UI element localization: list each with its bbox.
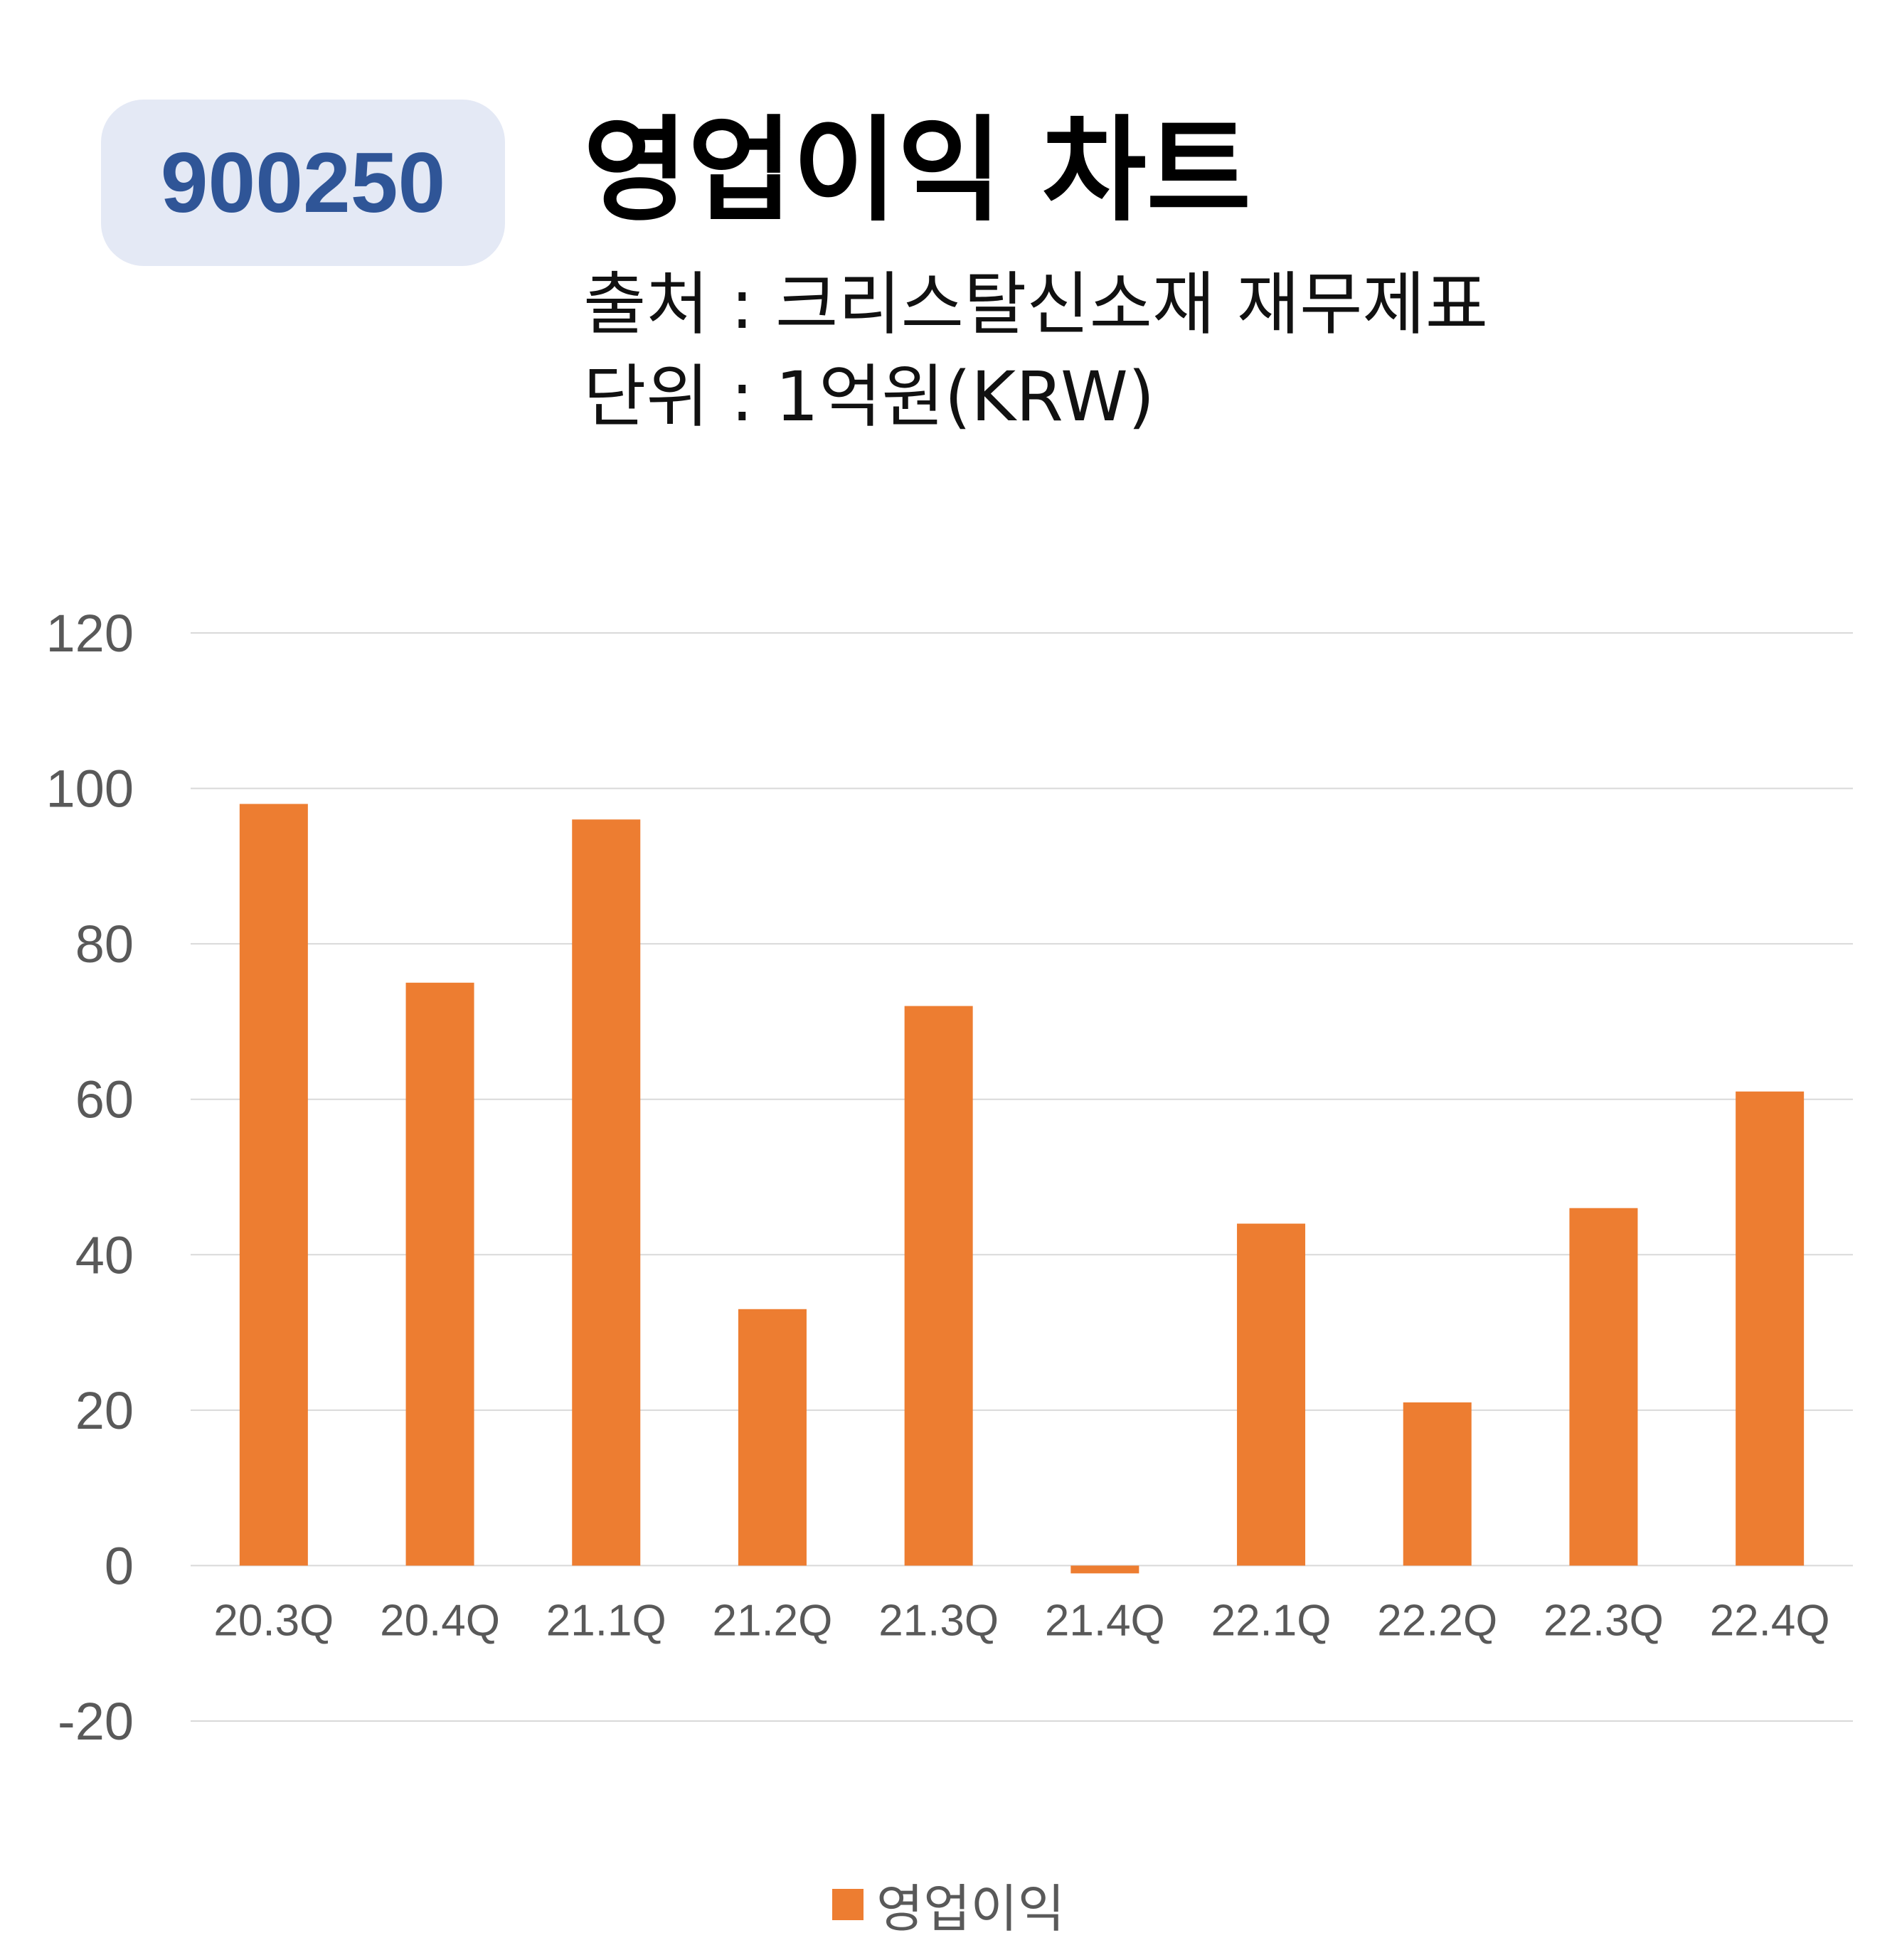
x-category-label: 22.3Q — [1543, 1596, 1664, 1645]
unit-note: 단위 : 1억원(KRW) — [583, 357, 1155, 437]
bar-21.2Q — [738, 1309, 807, 1566]
chart-title: 영업이익 차트 — [583, 104, 1251, 237]
x-category-label: 22.4Q — [1710, 1596, 1830, 1645]
x-category-label: 20.3Q — [213, 1596, 334, 1645]
y-tick-label: 60 — [75, 1070, 134, 1129]
x-axis-categories: 20.3Q 20.4Q 21.1Q 21.2Q 21.3Q 21.4Q 22.1Q 22.2Q… — [213, 1596, 1829, 1645]
bar-22.1Q — [1237, 1223, 1306, 1566]
bar-22.2Q — [1403, 1402, 1472, 1566]
bar-20.3Q — [239, 804, 308, 1566]
y-tick-label: 20 — [75, 1381, 134, 1440]
source-note: 출처 : 크리스탈신소재 재무제표 — [583, 265, 1489, 344]
ticker-badge: 900250 — [101, 100, 505, 266]
x-category-label: 21.2Q — [712, 1596, 832, 1645]
y-tick-label: 0 — [105, 1536, 134, 1595]
x-category-label: 21.1Q — [546, 1596, 666, 1645]
legend: 영업이익 — [0, 1867, 1897, 1942]
x-category-label: 20.4Q — [380, 1596, 500, 1645]
x-category-label: 22.1Q — [1211, 1596, 1332, 1645]
y-tick-label: 100 — [46, 760, 134, 819]
y-tick-label: 80 — [75, 915, 134, 974]
bar-21.4Q — [1070, 1565, 1139, 1574]
bar-22.3Q — [1569, 1208, 1638, 1566]
y-tick-label: -20 — [58, 1692, 134, 1751]
legend-label: 영업이익 — [876, 1879, 1065, 1939]
x-category-label: 22.2Q — [1377, 1596, 1497, 1645]
bar-21.1Q — [572, 819, 641, 1566]
bar-22.4Q — [1736, 1091, 1805, 1566]
y-axis-ticks: 120 100 80 60 40 20 0 -20 — [46, 604, 134, 1751]
x-category-label: 21.3Q — [878, 1596, 999, 1645]
legend-swatch — [832, 1888, 864, 1920]
bar-20.4Q — [405, 982, 474, 1566]
y-tick-label: 40 — [75, 1225, 134, 1284]
y-tick-label: 120 — [46, 604, 134, 663]
bar-21.3Q — [904, 1006, 973, 1566]
bars — [239, 804, 1805, 1574]
x-category-label: 21.4Q — [1045, 1596, 1165, 1645]
